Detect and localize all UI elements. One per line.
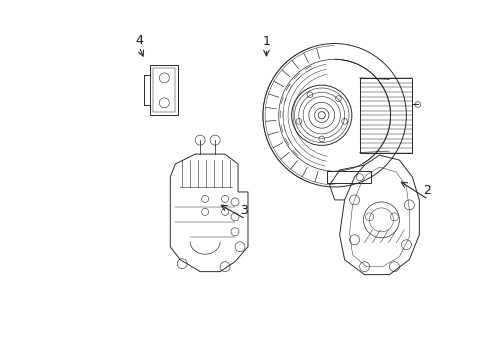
Text: 4: 4 bbox=[136, 33, 143, 47]
Text: 3: 3 bbox=[240, 204, 248, 217]
Text: 2: 2 bbox=[423, 184, 430, 197]
Text: 1: 1 bbox=[262, 35, 270, 49]
